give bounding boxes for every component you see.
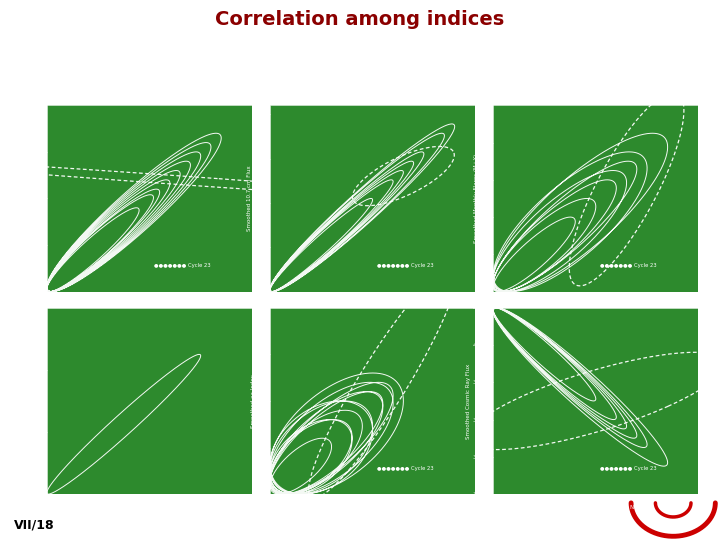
Title: GOES X-Ray Flares: GOES X-Ray Flares [541, 94, 650, 105]
Text: ●●●●●●● Cycle 23: ●●●●●●● Cycle 23 [377, 465, 433, 470]
X-axis label: Smoothed International Sunspot Number: Smoothed International Sunspot Number [316, 505, 429, 510]
Y-axis label: Smoothed 10.7 cm Flux: Smoothed 10.7 cm Flux [247, 166, 252, 231]
Text: VII/18: VII/18 [14, 518, 55, 532]
X-axis label: Smoothed International Sunspot Number: Smoothed International Sunspot Number [93, 303, 206, 308]
Title: 10.7cm Radio Flux: 10.7cm Radio Flux [318, 94, 427, 105]
X-axis label: Smoothed International Sunspot Number: Smoothed International Sunspot Number [539, 505, 652, 510]
Text: ●●●●●●● Cycle 23: ●●●●●●● Cycle 23 [600, 263, 657, 268]
X-axis label: Smoothed International Sunspot Number: Smoothed International Sunspot Number [93, 505, 206, 510]
Text: ●●●●●●● Cycle 23: ●●●●●●● Cycle 23 [600, 465, 657, 470]
Text: ●●●●●●● Cycle 23: ●●●●●●● Cycle 23 [153, 263, 210, 268]
Title: Sunspot Area: Sunspot Area [110, 94, 189, 105]
X-axis label: Smoothed International Sunspot Number: Smoothed International Sunspot Number [316, 303, 429, 308]
Title: Geomagnetic aa index: Geomagnetic aa index [307, 297, 438, 307]
Title: Climax Cosmic-Ray Flux: Climax Cosmic-Ray Flux [526, 297, 665, 307]
X-axis label: Smoothed International Sunspot Number: Smoothed International Sunspot Number [539, 303, 652, 308]
Y-axis label: Smoothed Monthly Flares (M+X): Smoothed Monthly Flares (M+X) [474, 154, 479, 243]
Y-axis label: Smoothed aa Index: Smoothed aa Index [251, 374, 256, 428]
Y-axis label: Smoothed Cosmic Ray Flux: Smoothed Cosmic Ray Flux [467, 363, 471, 438]
Y-axis label: Smoothed TSI-1365.5: Smoothed TSI-1365.5 [26, 371, 31, 431]
Title: Total Irradiance: Total Irradiance [103, 297, 196, 307]
Text: Correlation among indices: Correlation among indices [215, 10, 505, 29]
Text: ●●●●●●● Cycle 23: ●●●●●●● Cycle 23 [377, 263, 433, 268]
Y-axis label: Smoothed Sunspot Area: Smoothed Sunspot Area [20, 165, 25, 232]
